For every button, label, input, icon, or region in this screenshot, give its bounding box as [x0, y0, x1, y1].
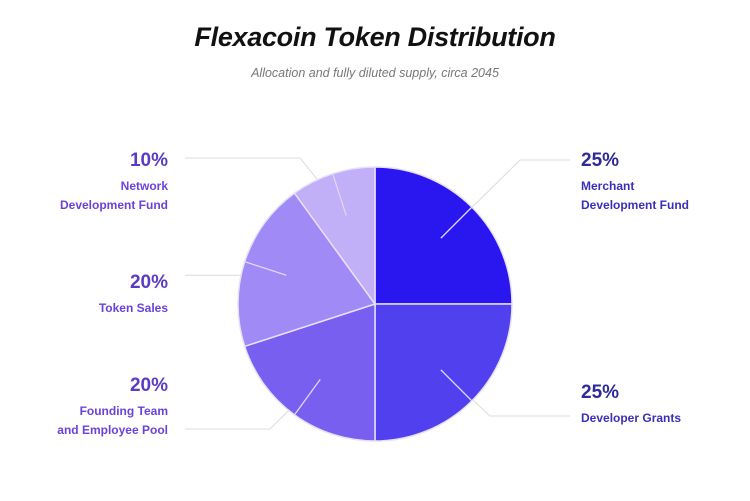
pie-slice	[237, 192, 377, 348]
slice-label: Developer Grants	[581, 411, 682, 425]
data-label: 20%	[129, 272, 168, 293]
slice-label: Token Sales	[98, 301, 168, 315]
data-label: 25%	[581, 150, 620, 171]
data-label: 25%	[581, 382, 620, 403]
slice-label: Development Fund	[581, 198, 690, 212]
label-developer-grants: 25% Developer Grants	[581, 382, 681, 428]
leader-line-inner	[332, 173, 347, 216]
leader-line-inner	[440, 369, 473, 402]
pie-slice	[243, 302, 376, 442]
leader-line-inner	[440, 206, 473, 239]
label-founding-team: 20% Founding Team and Employee Pool	[57, 375, 168, 440]
data-label: 10%	[129, 150, 168, 171]
label-merchant-development-fund: 25% Merchant Development Fund	[581, 150, 689, 215]
label-token-sales: 20% Token Sales	[99, 272, 168, 318]
slice-label: Development Fund	[59, 198, 168, 212]
slice-label: Founding Team	[79, 404, 168, 418]
slice-label: Merchant	[581, 179, 635, 193]
slice-label: and Employee Pool	[57, 423, 168, 437]
chart-title: Flexacoin Token Distribution	[194, 22, 556, 52]
leader-line-inner	[244, 261, 287, 276]
data-label: 20%	[129, 375, 168, 396]
chart-subtitle: Allocation and fully diluted supply, cir…	[251, 66, 499, 80]
leader-line-inner	[293, 378, 321, 416]
slice-label: Network	[120, 179, 168, 193]
label-network-development-fund: 10% Network Development Fund	[60, 150, 168, 215]
